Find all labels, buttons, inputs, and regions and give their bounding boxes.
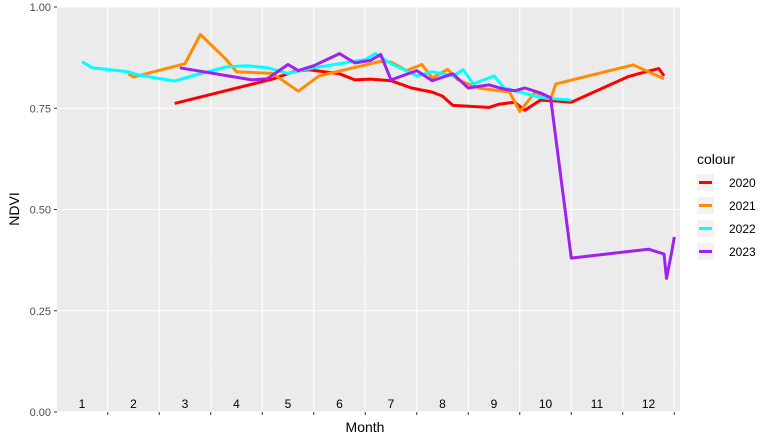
legend-label-2020: 2020	[729, 176, 756, 190]
y-tick-label: 0.75	[30, 103, 51, 115]
month-label: 9	[491, 397, 498, 411]
month-label: 5	[285, 397, 292, 411]
gridlines	[57, 6, 680, 413]
month-label: 2	[130, 397, 137, 411]
legend-label-2023: 2023	[729, 245, 756, 259]
series-line-2023	[179, 52, 676, 280]
month-label: 3	[182, 397, 189, 411]
y-axis-title: NDVI	[6, 192, 22, 225]
month-label: 10	[539, 397, 553, 411]
y-tick-label: 1.00	[30, 2, 51, 14]
month-label: 1	[79, 397, 86, 411]
month-labels: 1 2 3 4 5 6 7 8 9 10 11 12	[79, 397, 656, 411]
y-tick-label: 0.25	[30, 306, 51, 318]
x-axis	[107, 412, 675, 415]
series-line-2022	[81, 52, 572, 102]
month-label: 11	[591, 397, 604, 411]
month-label: 12	[642, 397, 656, 411]
y-axis: 0.00 0.25 0.50 0.75 1.00	[30, 2, 57, 419]
month-label: 6	[336, 397, 343, 411]
y-tick-label: 0.50	[30, 205, 51, 217]
series-lines	[81, 33, 676, 280]
x-axis-title: Month	[346, 419, 385, 435]
month-label: 8	[439, 397, 446, 411]
legend-title: colour	[697, 151, 735, 167]
month-label: 4	[233, 397, 240, 411]
y-tick-label: 0.00	[30, 407, 51, 419]
legend: colour 2020 2021 2022 2023	[697, 151, 756, 260]
legend-label-2021: 2021	[729, 199, 756, 213]
month-label: 7	[388, 397, 395, 411]
legend-label-2022: 2022	[729, 222, 756, 236]
